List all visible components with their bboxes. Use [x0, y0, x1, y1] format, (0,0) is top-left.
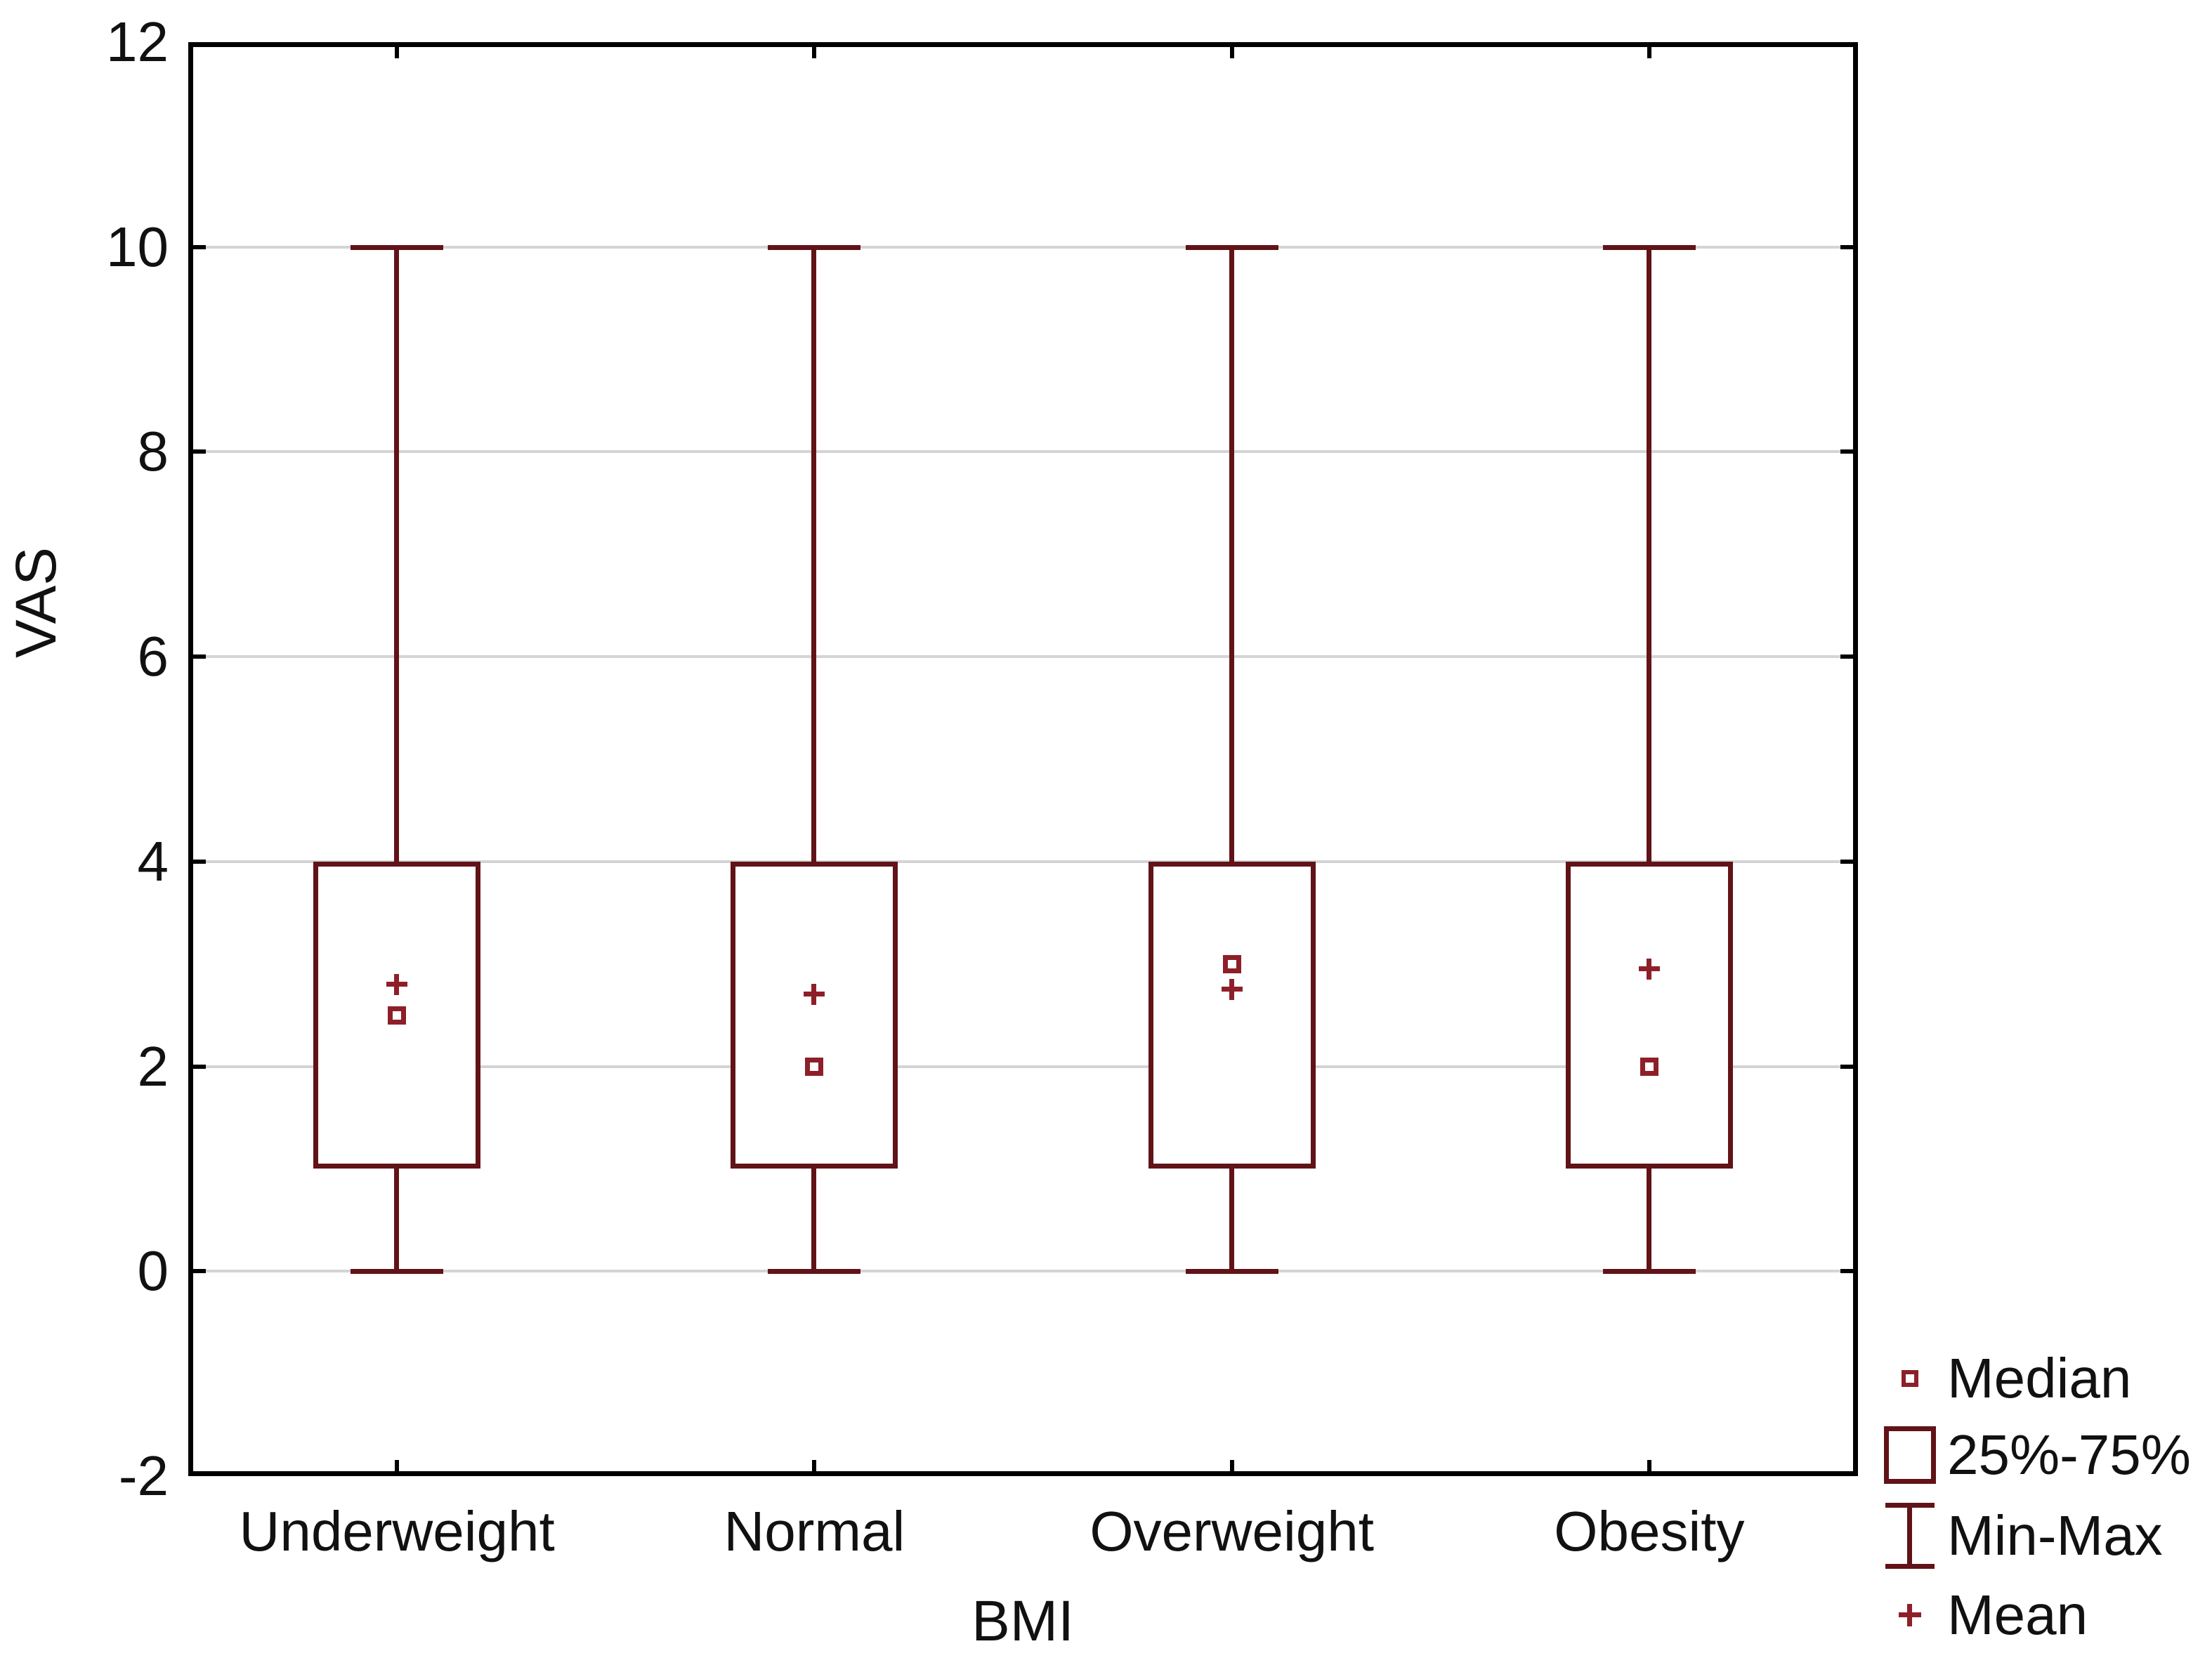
legend-label-mean: Mean [1947, 1584, 2088, 1646]
x-tick-bottom-0 [395, 1460, 400, 1471]
whisker-cap-max-overweight [1185, 244, 1278, 250]
iqr-box-obesity [1565, 861, 1733, 1169]
x-tick-top-2 [1229, 47, 1234, 58]
whisker-upper-normal [811, 246, 817, 862]
y-tick-right-0 [1840, 1269, 1853, 1274]
median-marker-normal [805, 1057, 824, 1076]
x-tick-bottom-3 [1647, 1460, 1651, 1471]
legend-label-median: Median [1947, 1347, 2132, 1409]
y-tick-label-8: 8 [137, 420, 169, 483]
gridline-0 [193, 1270, 1853, 1273]
min-max-whisker-cap-bottom-icon [1885, 1564, 1935, 1569]
median-marker-obesity [1640, 1057, 1658, 1076]
x-tick-bottom-1 [812, 1460, 817, 1471]
whisker-lower-underweight [394, 1169, 400, 1272]
x-category-label-obesity: Obesity [1554, 1500, 1745, 1562]
median-marker-overweight [1222, 954, 1241, 973]
whisker-cap-min-overweight [1185, 1269, 1278, 1275]
y-tick-right-4 [1840, 859, 1853, 864]
y-tick-label-2: 2 [137, 1034, 169, 1098]
plot-area [188, 42, 1858, 1476]
whisker-cap-max-normal [768, 244, 861, 250]
whisker-upper-obesity [1646, 246, 1651, 862]
y-tick-left-2 [193, 1064, 206, 1069]
median-square-icon [1902, 1370, 1918, 1387]
y-tick-label-6: 6 [137, 625, 169, 688]
mean-plus-icon-v [1907, 1604, 1912, 1626]
iqr-box-icon [1884, 1426, 1936, 1484]
gridline-4 [193, 860, 1853, 863]
y-tick-label-12: 12 [106, 11, 169, 73]
mean-marker-v-overweight [1229, 979, 1234, 1001]
y-tick-left-6 [193, 654, 206, 659]
min-max-whisker-icon [1907, 1503, 1912, 1569]
min-max-whisker-cap-top-icon [1885, 1503, 1935, 1508]
x-category-label-overweight: Overweight [1089, 1500, 1374, 1562]
y-tick-left-0 [193, 1269, 206, 1274]
iqr-box-normal [731, 861, 898, 1169]
y-tick-left-8 [193, 449, 206, 454]
y-tick-label-4: 4 [137, 829, 169, 893]
iqr-box-overweight [1148, 861, 1316, 1169]
whisker-upper-overweight [1229, 246, 1234, 862]
whisker-lower-overweight [1229, 1169, 1234, 1272]
whisker-cap-min-obesity [1602, 1269, 1696, 1275]
y-tick-left-10 [193, 244, 206, 249]
y-tick-right-6 [1840, 654, 1853, 659]
y-tick-label-0: 0 [137, 1239, 169, 1303]
x-category-label-underweight: Underweight [239, 1500, 555, 1562]
mean-marker-v-underweight [394, 973, 400, 995]
median-marker-underweight [388, 1006, 407, 1025]
x-tick-top-1 [812, 47, 817, 58]
y-tick-right-8 [1840, 449, 1853, 454]
x-tick-bottom-2 [1229, 1460, 1234, 1471]
whisker-cap-max-underweight [351, 244, 444, 250]
gridline-8 [193, 450, 1853, 454]
whisker-cap-min-underweight [351, 1269, 444, 1275]
x-axis-title: BMI [971, 1589, 1074, 1653]
mean-marker-v-normal [811, 984, 817, 1006]
y-tick-label--2: -2 [118, 1445, 169, 1507]
x-category-label-normal: Normal [724, 1500, 905, 1562]
y-tick-left-4 [193, 859, 206, 864]
x-tick-top-3 [1647, 47, 1651, 58]
gridline-6 [193, 655, 1853, 659]
whisker-lower-obesity [1646, 1169, 1651, 1272]
y-tick-right-10 [1840, 244, 1853, 249]
whisker-cap-max-obesity [1602, 244, 1696, 250]
whisker-lower-normal [811, 1169, 817, 1272]
whisker-cap-min-normal [768, 1269, 861, 1275]
y-tick-label-10: 10 [106, 215, 169, 278]
legend-label-25-75-: 25%-75% [1947, 1423, 2191, 1486]
mean-marker-v-obesity [1646, 959, 1651, 980]
gridline-2 [193, 1065, 1853, 1068]
whisker-upper-underweight [394, 246, 400, 862]
gridline-10 [193, 245, 1853, 249]
y-tick-right-2 [1840, 1064, 1853, 1069]
legend-label-min-max: Min-Max [1947, 1504, 2163, 1567]
x-tick-top-0 [395, 47, 400, 58]
